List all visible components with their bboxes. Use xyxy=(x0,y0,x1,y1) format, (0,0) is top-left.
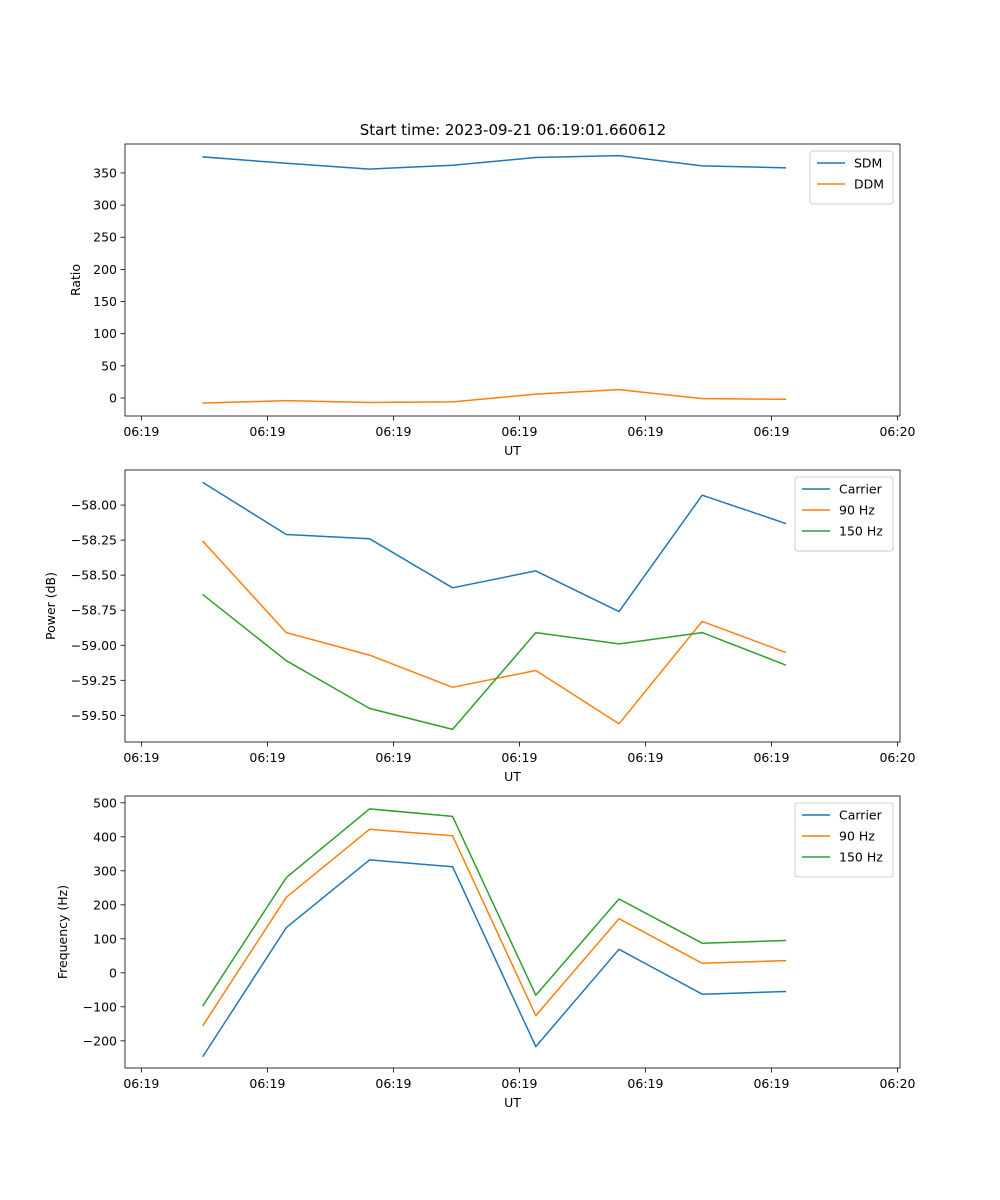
x-tick-label: 06:19 xyxy=(753,424,789,439)
y-tick-label: −58.75 xyxy=(71,603,117,618)
x-tick-label: 06:19 xyxy=(123,1076,159,1091)
legend-label: DDM xyxy=(854,177,884,192)
chart-panel-1: 06:19 06:19 06:19 06:19 06:19 06:19 06:20 0 50 10… xyxy=(68,143,916,458)
x-tick-label: 06:20 xyxy=(879,424,915,439)
x-tick-label: 06:19 xyxy=(123,424,159,439)
legend-label: 150 Hz xyxy=(839,850,883,865)
y-tick-label: 350 xyxy=(93,165,117,180)
y-tick-label: −59.50 xyxy=(71,708,117,723)
y-tick-label: 300 xyxy=(93,198,117,213)
series-line-90-hz xyxy=(202,828,787,1027)
y-tick-label: 200 xyxy=(93,897,117,912)
legend: Carrier 90 Hz 150 Hz xyxy=(794,476,894,552)
x-tick-label: 06:19 xyxy=(627,750,663,765)
legend-box xyxy=(809,150,894,205)
series-line-150-hz xyxy=(202,808,787,1007)
y-tick-label: −59.00 xyxy=(71,638,117,653)
y-tick-label: −58.50 xyxy=(71,568,117,583)
x-axis-label: UT xyxy=(504,1095,521,1110)
x-tick-label: 06:19 xyxy=(375,750,411,765)
y-tick-label: 100 xyxy=(93,326,117,341)
axes-frame xyxy=(124,143,901,417)
y-tick-label: 200 xyxy=(93,262,117,277)
x-tick-label: 06:19 xyxy=(627,424,663,439)
y-tick-label: −200 xyxy=(83,1033,117,1048)
series-line-carrier xyxy=(202,859,787,1058)
legend-box xyxy=(794,476,894,552)
x-tick-label: 06:19 xyxy=(375,424,411,439)
y-axis-label: Ratio xyxy=(68,264,83,296)
x-tick-label: 06:19 xyxy=(501,424,537,439)
legend-label: Carrier xyxy=(839,482,883,497)
legend-label: 90 Hz xyxy=(839,829,875,844)
x-axis-label: UT xyxy=(504,443,521,458)
x-tick-label: 06:19 xyxy=(501,750,537,765)
y-axis-label: Frequency (Hz) xyxy=(55,885,70,979)
y-tick-label: 100 xyxy=(93,931,117,946)
series-line-90-hz xyxy=(202,540,787,725)
series-line-ddm xyxy=(202,388,787,404)
legend-label: 90 Hz xyxy=(839,503,875,518)
y-tick-label: 300 xyxy=(93,863,117,878)
x-tick-label: 06:19 xyxy=(627,1076,663,1091)
series-line-sdm xyxy=(202,154,787,170)
axes-frame xyxy=(124,469,901,743)
legend: Carrier 90 Hz 150 Hz xyxy=(794,802,894,878)
y-axis-label: Power (dB) xyxy=(43,572,58,640)
legend: SDM DDM xyxy=(809,150,894,205)
legend-box xyxy=(794,802,894,878)
chart-panel-2: 06:19 06:19 06:19 06:19 06:19 06:19 06:20 −58.0… xyxy=(43,469,916,784)
y-tick-label: −100 xyxy=(83,999,117,1014)
x-tick-label: 06:20 xyxy=(879,1076,915,1091)
legend-label: SDM xyxy=(854,156,882,171)
y-tick-label: −58.25 xyxy=(71,533,117,548)
y-tick-label: 0 xyxy=(109,390,117,405)
legend-label: Carrier xyxy=(839,808,883,823)
x-tick-label: 06:19 xyxy=(249,750,285,765)
axes-frame xyxy=(124,795,901,1069)
x-tick-label: 06:19 xyxy=(123,750,159,765)
legend-label: 150 Hz xyxy=(839,524,883,539)
y-tick-label: 50 xyxy=(101,358,117,373)
x-tick-label: 06:20 xyxy=(879,750,915,765)
y-tick-label: 0 xyxy=(109,965,117,980)
chart-panel-3: 06:19 06:19 06:19 06:19 06:19 06:19 06:20 −200 −… xyxy=(55,795,916,1110)
y-tick-label: −59.25 xyxy=(71,673,117,688)
x-tick-label: 06:19 xyxy=(375,1076,411,1091)
x-tick-label: 06:19 xyxy=(753,750,789,765)
x-axis-label: UT xyxy=(504,769,521,784)
x-tick-label: 06:19 xyxy=(501,1076,537,1091)
y-tick-label: 150 xyxy=(93,294,117,309)
series-line-carrier xyxy=(202,481,787,613)
y-tick-label: −58.00 xyxy=(71,498,117,513)
x-tick-label: 06:19 xyxy=(249,424,285,439)
y-tick-label: 500 xyxy=(93,795,117,810)
figure-title: Start time: 2023-09-21 06:19:01.660612 xyxy=(360,121,666,139)
y-tick-label: 250 xyxy=(93,230,117,245)
series-line-150-hz xyxy=(202,593,787,731)
x-tick-label: 06:19 xyxy=(249,1076,285,1091)
y-tick-label: 400 xyxy=(93,829,117,844)
x-tick-label: 06:19 xyxy=(753,1076,789,1091)
